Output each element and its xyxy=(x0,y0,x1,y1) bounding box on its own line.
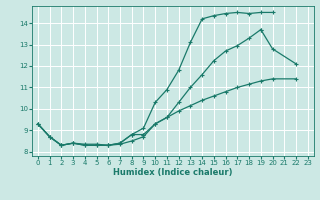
X-axis label: Humidex (Indice chaleur): Humidex (Indice chaleur) xyxy=(113,168,233,177)
